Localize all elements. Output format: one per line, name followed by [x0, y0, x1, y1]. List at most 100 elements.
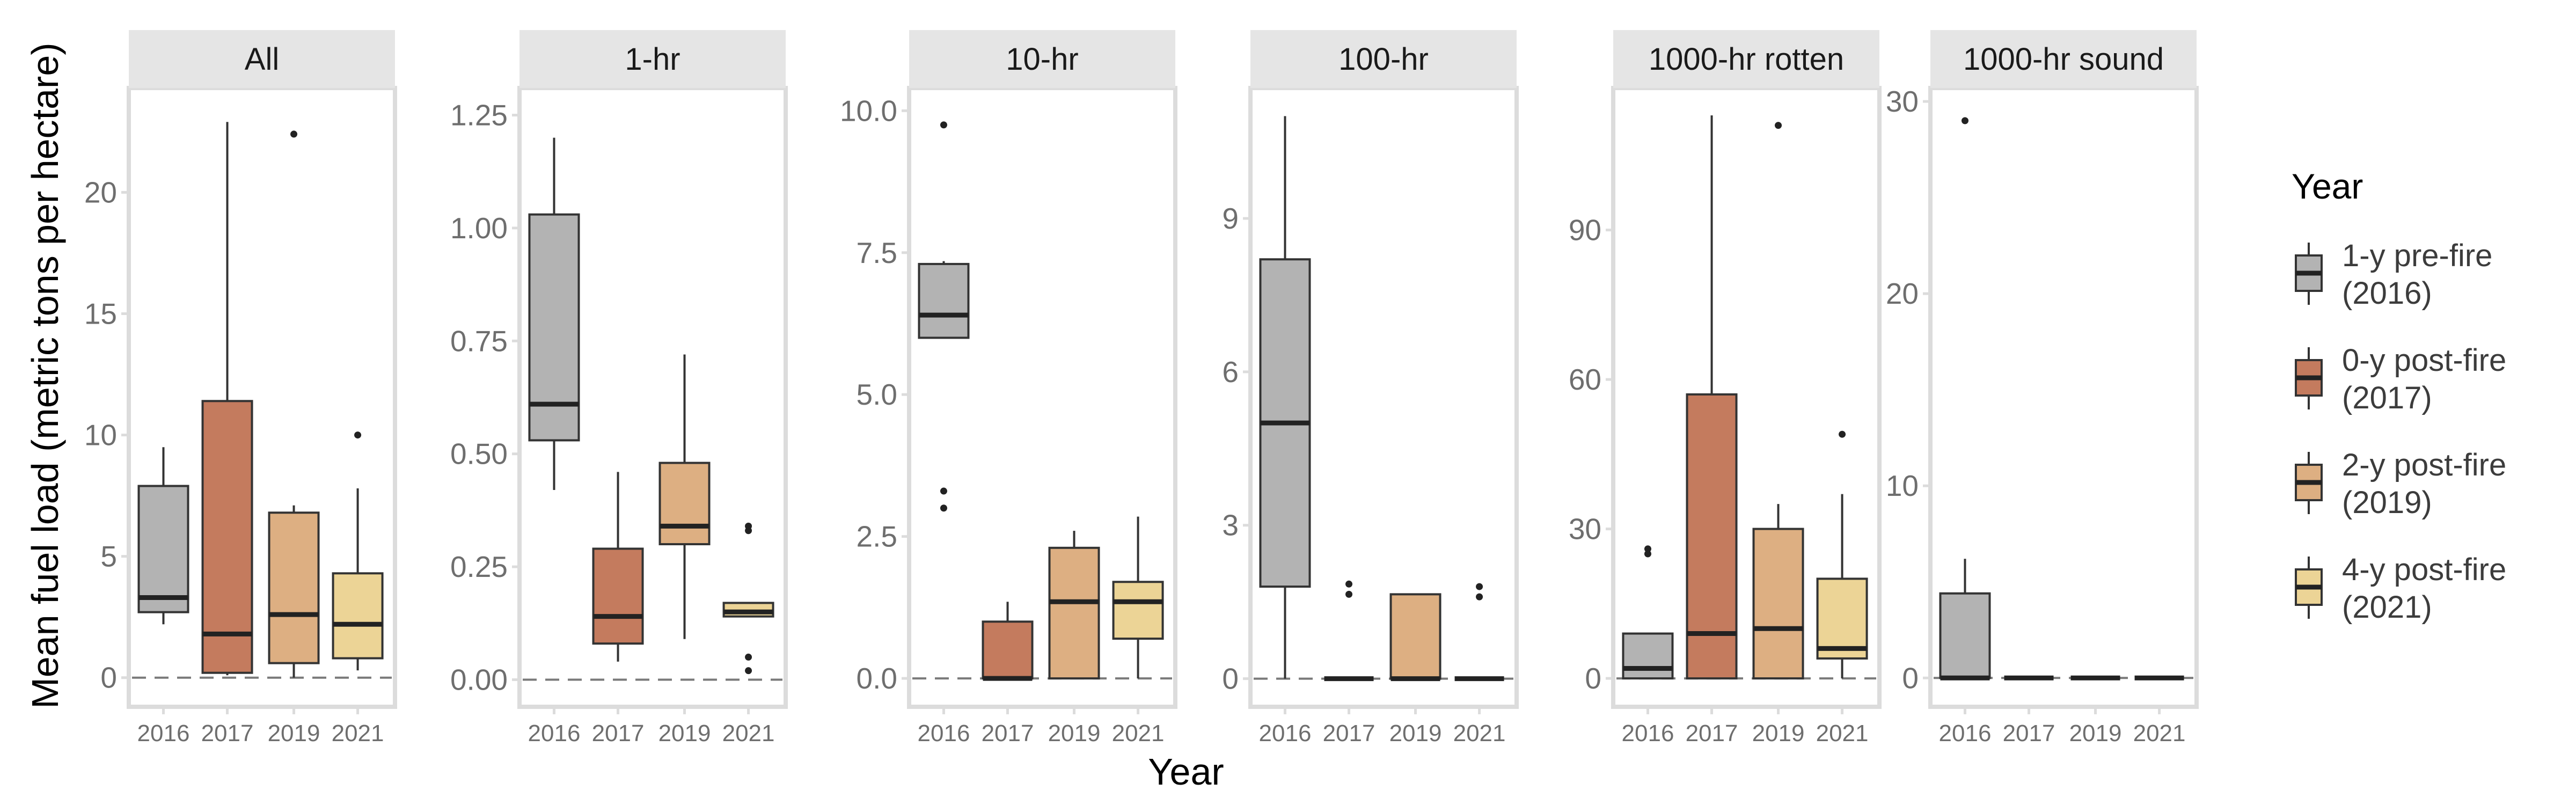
iqr-box: [1686, 393, 1738, 680]
facet-title: 100-hr: [1338, 42, 1429, 77]
y-tick-label: 20: [84, 175, 117, 209]
legend: Year 1-y pre-fire(2016)0-y post-fire(201…: [2292, 166, 2506, 625]
y-tick-label: 30: [1886, 85, 1919, 118]
box-2016: [1259, 116, 1311, 679]
box-2021: [332, 431, 384, 671]
legend-item-4: 4-y post-fire(2021): [2295, 552, 2506, 625]
y-tick-label: 0: [1222, 662, 1239, 696]
box-2017: [1324, 580, 1374, 682]
y-axis-title: Mean fuel load (metric tons per hectare): [24, 42, 66, 708]
x-tick-label: 2017: [592, 720, 645, 747]
panel-1-hr: 1-hr 0.00 0.25 0.50 0.75 1.00 1.25 2016 2017 2019…: [450, 30, 788, 747]
box-2019: [268, 130, 320, 678]
y-tick-label: 90: [1569, 214, 1601, 247]
y-tick-label: 0.0: [857, 662, 897, 695]
x-tick-label: 2016: [1622, 720, 1674, 747]
y-tick-label: 7.5: [857, 236, 897, 269]
y-tick-label: 2.5: [857, 520, 897, 553]
box-2017: [982, 602, 1034, 681]
x-tick-label: 2017: [2003, 720, 2055, 747]
iqr-box: [1752, 528, 1804, 680]
y-tick-label: 0: [1585, 662, 1601, 695]
box-2019: [1752, 122, 1804, 680]
x-tick-label: 2019: [2069, 720, 2122, 747]
x-tick-label: 2021: [1112, 720, 1165, 747]
outlier-point: [745, 522, 752, 530]
iqr-box: [1939, 592, 1991, 679]
legend-title: Year: [2292, 166, 2363, 206]
y-tick-label: 0.50: [450, 437, 508, 471]
facet-strip: [1250, 30, 1517, 88]
y-tick-label: 9: [1222, 202, 1239, 235]
legend-label-line2: (2019): [2342, 485, 2432, 520]
x-tick-label: 2021: [722, 720, 775, 747]
x-tick-label: 2017: [1323, 720, 1375, 747]
y-tick-label: 0.00: [450, 663, 508, 697]
facet-strip: [1613, 30, 1879, 88]
facet-strip: [129, 30, 395, 88]
panel-1000-hr-rotten: 1000-hr rotten 0 30 60 90 2016 2017 2019 2021: [1569, 30, 1882, 747]
legend-label-line1: 1-y pre-fire: [2342, 238, 2492, 273]
outlier-point: [1775, 122, 1782, 129]
outlier-point: [940, 121, 947, 129]
y-tick-label: 30: [1569, 513, 1601, 546]
outlier-point: [1476, 583, 1483, 590]
legend-item-2: 0-y post-fire(2017): [2295, 343, 2506, 415]
x-tick-label: 2021: [2133, 720, 2186, 747]
y-tick-label: 15: [84, 297, 117, 331]
outlier-point: [1476, 593, 1483, 601]
legend-label-line1: 0-y post-fire: [2342, 343, 2506, 378]
iqr-box: [1622, 632, 1674, 680]
facet-title: 1000-hr sound: [1963, 42, 2164, 77]
y-tick-label: 5: [100, 540, 117, 573]
y-tick-label: 60: [1569, 363, 1601, 396]
x-tick-label: 2016: [1259, 720, 1312, 747]
legend-item-3: 2-y post-fire(2019): [2295, 448, 2506, 520]
y-tick-label: 10: [1886, 469, 1919, 502]
outlier-point: [745, 653, 752, 661]
facet-title: 1-hr: [625, 42, 680, 77]
legend-label-line1: 2-y post-fire: [2342, 448, 2506, 482]
outlier-point: [1961, 117, 1968, 125]
outlier-point: [745, 667, 752, 675]
panel-all: All 0 5 10 15 20 2016 2017 2019 2021: [84, 30, 397, 747]
legend-label-line1: 4-y post-fire: [2342, 552, 2506, 587]
box-2019: [1389, 593, 1441, 682]
box-2017: [1686, 115, 1738, 680]
panel-1000-hr-sound: 1000-hr sound 0 10 20 30 2016 2017 2019 2021: [1886, 30, 2199, 747]
facet-strip: [1930, 30, 2197, 88]
y-tick-label: 10: [84, 419, 117, 452]
iqr-box: [332, 572, 384, 660]
iqr-box: [1389, 593, 1441, 680]
panel-10-hr: 10-hr 0.0 2.5 5.0 7.5 10.0 2016 2017 2019 2021: [840, 30, 1177, 747]
y-tick-label: 1.25: [450, 98, 508, 131]
box-2021: [722, 522, 774, 675]
x-tick-label: 2019: [1752, 720, 1805, 747]
y-tick-label: 0.75: [450, 324, 508, 357]
outlier-point: [940, 504, 947, 512]
x-tick-label: 2017: [982, 720, 1034, 747]
x-tick-label: 2019: [268, 720, 320, 747]
iqr-box: [1816, 577, 1868, 660]
facet-title: 1000-hr rotten: [1649, 42, 1844, 77]
box-2019: [1048, 531, 1100, 680]
iqr-box: [201, 400, 253, 674]
box-2021: [1112, 516, 1164, 679]
x-tick-label: 2021: [1453, 720, 1506, 747]
outlier-point: [1839, 430, 1846, 438]
legend-item-1: 1-y pre-fire(2016): [2295, 238, 2492, 311]
outlier-point: [1345, 580, 1353, 588]
legend-label-line2: (2017): [2342, 380, 2432, 415]
y-tick-label: 1.00: [450, 211, 508, 245]
iqr-box: [658, 462, 711, 546]
x-tick-label: 2016: [528, 720, 581, 747]
box-2016: [1939, 117, 1991, 680]
legend-label-line2: (2016): [2342, 276, 2432, 311]
facet-strip: [519, 30, 786, 88]
iqr-box: [137, 485, 189, 613]
x-axis-title: Year: [1148, 751, 1224, 793]
box-2016: [528, 137, 580, 491]
iqr-box: [1112, 581, 1164, 640]
box-2017: [201, 122, 253, 676]
